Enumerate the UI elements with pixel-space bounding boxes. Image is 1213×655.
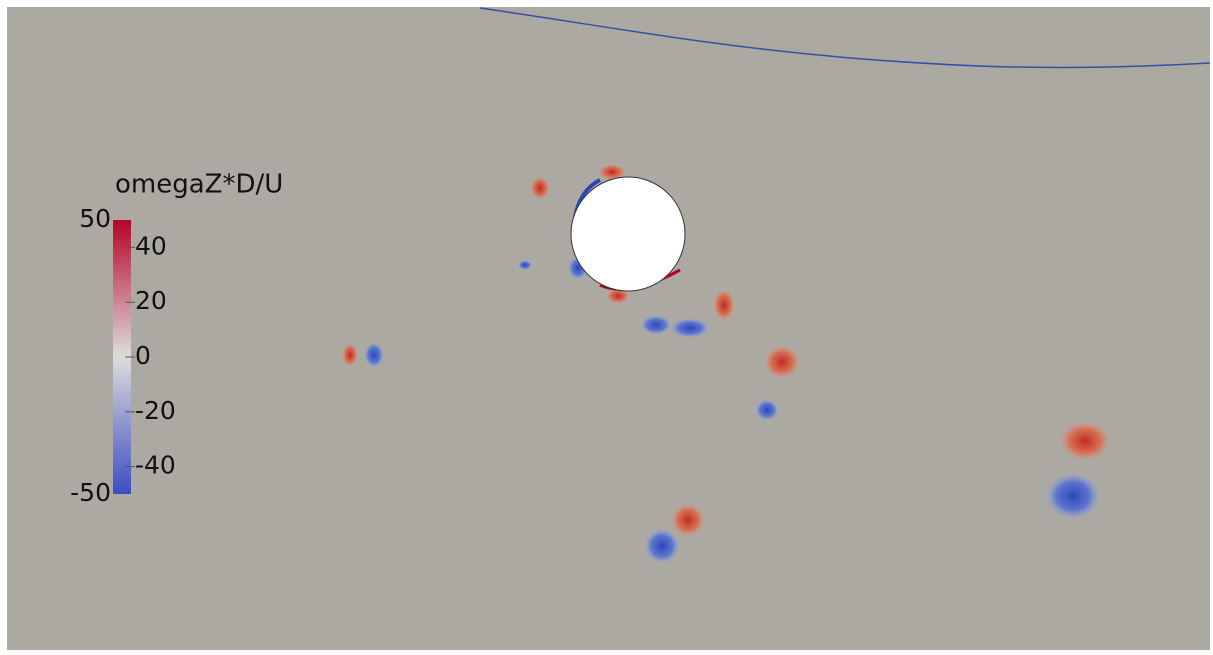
free-surface	[479, 7, 1211, 69]
colorbar-ramp	[113, 220, 131, 494]
tick-label: 40	[135, 231, 167, 260]
tick-label: -20	[135, 396, 176, 425]
range-label: 50	[79, 204, 111, 233]
vortex	[342, 343, 358, 367]
vortex	[1045, 472, 1101, 520]
background	[7, 7, 1210, 650]
vortex	[671, 503, 705, 537]
colorbar: -50 50 40 20 0 -20 -40	[70, 204, 176, 507]
vortex	[364, 342, 384, 368]
vortex	[1059, 421, 1111, 461]
vortex	[764, 345, 800, 379]
vortex	[670, 318, 710, 338]
vortex	[640, 315, 672, 335]
vortex	[598, 164, 626, 180]
tick-label: 0	[135, 341, 151, 370]
tick-label: -40	[135, 451, 176, 480]
cylinder	[570, 176, 686, 292]
vortices	[342, 164, 1111, 564]
vortex	[755, 399, 779, 421]
vortex	[518, 260, 532, 270]
range-label: -50	[70, 478, 111, 507]
vortex	[606, 288, 630, 304]
vortex	[530, 176, 550, 200]
tick-label: 20	[135, 286, 167, 315]
colorbar-title: omegaZ*D/U	[115, 170, 283, 200]
vortex	[644, 528, 680, 564]
vortex	[713, 289, 735, 321]
